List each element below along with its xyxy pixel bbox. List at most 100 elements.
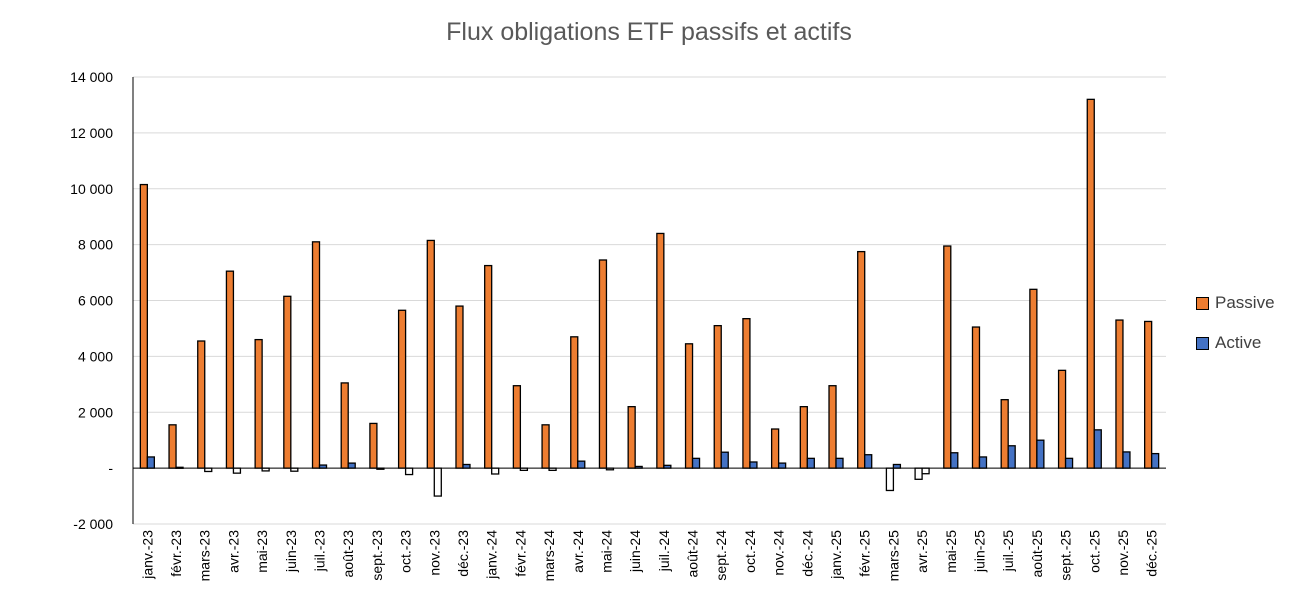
legend: Passive Active (1196, 292, 1275, 372)
x-tick-label: févr.-23 (168, 530, 184, 577)
bar-passive (139, 183, 148, 469)
x-tick-label: déc.-24 (799, 530, 815, 577)
x-tick-label: oct.-24 (742, 530, 758, 573)
bar-active (749, 461, 758, 469)
legend-swatch-passive (1196, 296, 1209, 310)
bar-active (347, 462, 356, 469)
bar-active (921, 467, 930, 475)
bar-passive (541, 424, 550, 469)
bar-passive (656, 232, 665, 469)
bar-active (978, 456, 988, 469)
bar-passive (397, 309, 407, 469)
y-tick-label: - (108, 460, 113, 476)
bar-passive (1029, 288, 1038, 469)
bar-passive (570, 336, 579, 469)
bar-passive (914, 467, 923, 480)
bar-passive (512, 385, 522, 469)
x-tick-label: juil.-25 (1000, 530, 1016, 572)
x-tick-label: juin-25 (971, 530, 987, 573)
x-tick-label: août-24 (685, 530, 701, 578)
x-tick-label: sept.-24 (713, 530, 729, 581)
x-tick-label: déc.-25 (1144, 530, 1160, 577)
bar-passive (283, 295, 292, 469)
x-tick-label: févr.-24 (512, 530, 528, 577)
x-tick-label: oct.-23 (398, 530, 414, 573)
bar-active (462, 463, 471, 469)
bar-passive (426, 239, 435, 469)
y-tick-label: 14 000 (70, 69, 113, 85)
x-tick-label: mars-24 (541, 530, 557, 582)
bar-active (720, 451, 729, 469)
bar-passive (627, 406, 636, 469)
x-tick-label: janv.-23 (139, 530, 155, 580)
x-tick-label: oct.-25 (1086, 530, 1102, 573)
legend-item-passive: Passive (1196, 292, 1275, 314)
bar-active (864, 454, 873, 469)
legend-label-active: Active (1215, 333, 1262, 352)
x-tick-label: juin-23 (283, 530, 299, 573)
x-tick-label: nov.-24 (771, 530, 787, 576)
x-tick-label: juin-24 (627, 530, 643, 573)
x-tick-label: mars-23 (197, 530, 213, 582)
bar-active (892, 463, 902, 469)
y-tick-label: 8 000 (78, 237, 113, 253)
bar-passive (1000, 399, 1009, 469)
y-tick-label: -2 000 (73, 516, 113, 532)
bar-active (1036, 439, 1045, 469)
x-tick-label: sept.-25 (1058, 530, 1074, 581)
x-tick-label: janv.-25 (828, 530, 844, 580)
bar-active (577, 460, 586, 469)
bar-passive (742, 318, 751, 469)
bar-passive (1057, 369, 1067, 469)
x-tick-label: août-25 (1029, 530, 1045, 578)
bar-passive (1086, 98, 1095, 469)
y-tick-label: 6 000 (78, 293, 113, 309)
bar-passive (598, 259, 608, 469)
legend-label-passive: Passive (1215, 293, 1275, 312)
bar-active (204, 467, 213, 473)
bar-passive (369, 422, 378, 469)
x-tick-label: août-23 (340, 530, 356, 578)
x-tick-label: juil.-23 (312, 530, 328, 572)
x-tick-label: déc.-23 (455, 530, 471, 577)
legend-swatch-active (1196, 336, 1209, 350)
bar-passive (828, 385, 837, 469)
bar-passive (484, 264, 493, 469)
bar-passive (713, 324, 722, 469)
bar-passive (943, 245, 952, 469)
y-tick-label: 12 000 (70, 125, 113, 141)
x-tick-label: mai-24 (598, 530, 614, 573)
bar-active (1007, 445, 1016, 469)
bar-active (404, 467, 414, 476)
x-tick-label: avr.-23 (225, 530, 241, 573)
bar-passive (684, 343, 694, 469)
y-tick-label: 2 000 (78, 404, 113, 420)
x-tick-label: févr.-25 (857, 530, 873, 577)
bar-passive (885, 467, 895, 492)
bar-active (433, 467, 442, 497)
bar-passive (1115, 319, 1124, 469)
bar-passive (971, 326, 981, 469)
bar-passive (225, 270, 235, 469)
bar-active (777, 462, 787, 469)
bar-passive (455, 305, 464, 469)
bar-active (232, 467, 242, 474)
bar-passive (340, 382, 349, 469)
bar-active (1093, 429, 1102, 469)
bar-passive (770, 428, 780, 469)
bar-active (950, 452, 959, 469)
bar-passive (857, 250, 866, 469)
bar-active (146, 456, 155, 469)
x-tick-label: nov.-23 (426, 530, 442, 576)
y-tick-label: 10 000 (70, 181, 113, 197)
bar-active (1064, 457, 1074, 469)
x-tick-label: nov.-25 (1115, 530, 1131, 576)
y-tick-label: 4 000 (78, 348, 113, 364)
legend-item-active: Active (1196, 332, 1275, 354)
chart-title: Flux obligations ETF passifs et actifs (446, 18, 852, 46)
x-tick-label: avr.-25 (914, 530, 930, 573)
bar-passive (799, 406, 808, 469)
bar-active (691, 457, 701, 469)
